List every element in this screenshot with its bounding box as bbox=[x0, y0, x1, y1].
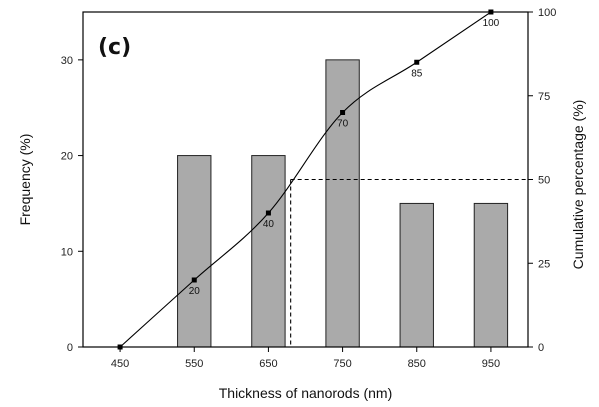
y2-tick-label-0: 0 bbox=[538, 342, 544, 354]
y-axis-title: Frequency (%) bbox=[17, 134, 33, 226]
curve-point-label-2: 40 bbox=[263, 219, 275, 230]
curve-point-label-4: 85 bbox=[411, 68, 423, 79]
y2-tick-label-4: 100 bbox=[538, 7, 556, 19]
y-tick-label-1: 10 bbox=[61, 246, 73, 258]
bars-layer bbox=[177, 59, 509, 348]
cumulative-curve-layer: 20 40 70 85 100 bbox=[117, 9, 528, 350]
y2-axis-title: Cumulative percentage (%) bbox=[570, 100, 586, 270]
bar-3 bbox=[399, 202, 434, 348]
bar-1 bbox=[251, 155, 286, 348]
bar-2 bbox=[325, 59, 360, 348]
curve-point-3 bbox=[340, 110, 346, 115]
curve-point-4 bbox=[414, 59, 420, 65]
x-tick-label-4: 850 bbox=[408, 358, 426, 370]
y2-tick-label-2: 50 bbox=[538, 175, 550, 187]
reference-line-layer bbox=[290, 178, 528, 347]
x-tick-label-0: 450 bbox=[111, 358, 129, 370]
curve-point-label-1: 20 bbox=[189, 286, 201, 297]
axes-layer: 450 550 650 750 850 950 0 10 20 30 0 25 50 75 100 bbox=[61, 7, 557, 370]
curve-point-label-5: 100 bbox=[483, 18, 500, 29]
y2-tick-label-3: 75 bbox=[538, 91, 550, 103]
bar-0 bbox=[177, 155, 212, 348]
cumulative-curve bbox=[119, 11, 528, 348]
y-tick-label-2: 20 bbox=[61, 151, 73, 163]
curve-point-label-3: 70 bbox=[337, 119, 349, 130]
bar-4 bbox=[473, 202, 509, 348]
y2-tick-label-1: 25 bbox=[538, 258, 550, 270]
y-tick-label-3: 30 bbox=[61, 55, 73, 67]
curve-point-2 bbox=[265, 210, 271, 216]
x-tick-label-5: 950 bbox=[482, 358, 500, 370]
x-tick-label-2: 650 bbox=[259, 358, 277, 370]
curve-point-1 bbox=[191, 277, 197, 283]
x-axis-title: Thickness of nanorods (nm) bbox=[219, 385, 393, 401]
y-tick-label-0: 0 bbox=[67, 342, 73, 354]
panel-label: (c) bbox=[98, 35, 131, 60]
x-tick-label-1: 550 bbox=[185, 358, 203, 370]
x-tick-label-3: 750 bbox=[333, 358, 351, 370]
